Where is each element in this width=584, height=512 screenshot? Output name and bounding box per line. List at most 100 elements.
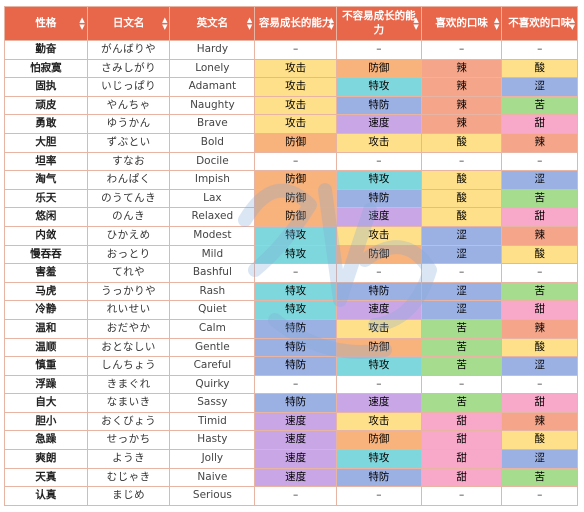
liked-flavor-cell: 酸 [420,188,503,209]
japanese-name-cell: せっかち [86,430,171,451]
increased-stat-cell: 防御 [254,132,337,153]
sort-arrows-icon[interactable]: ▲ ▼ [162,15,168,31]
increased-stat-cell: 特防 [254,318,337,339]
english-name-cell: Naughty [169,95,256,116]
column-header-liked-flavor[interactable]: 喜欢的口味 ▲ ▼ [420,6,503,41]
sort-arrows-icon[interactable]: ▲ ▼ [246,15,253,31]
decreased-stat-cell: 速度 [335,393,422,413]
japanese-name-cell: ようき [86,449,171,469]
decreased-stat-cell: 特攻 [335,77,422,97]
table-row: 温和 おだやか Calm 特防 攻击 苦 辣 [4,318,578,339]
disliked-flavor-cell: 甜 [501,393,578,413]
column-header-japanese-name[interactable]: 日文名 ▲ ▼ [86,6,171,41]
nature-cell: 自大 [4,393,88,413]
increased-stat-cell: 攻击 [254,77,337,97]
sort-arrows-icon[interactable]: ▲ ▼ [569,15,575,31]
japanese-name-cell: やんちゃ [86,95,171,116]
decreased-stat-cell: – [335,151,422,172]
nature-cell: 认真 [4,486,88,506]
increased-stat-cell: 特防 [254,393,337,413]
sort-arrows-icon[interactable]: ▲ ▼ [79,15,85,31]
nature-cell: 顽皮 [4,95,88,116]
table-row: 慎重 しんちょう Careful 特防 特攻 苦 涩 [4,356,578,376]
nature-cell: 怕寂寞 [4,58,88,79]
english-name-cell: Bold [169,132,256,153]
english-name-cell: Bashful [169,263,256,283]
column-header-increased-stat[interactable]: 容易成长的能力 ▲ ▼ [254,6,337,41]
nature-cell: 胆小 [4,411,88,432]
table-row: 悠闲 のんき Relaxed 防御 速度 酸 甜 [4,207,578,227]
nature-cell: 慎重 [4,356,88,376]
liked-flavor-cell: – [420,486,503,506]
nature-table-container: 性格 ▲ ▼ 日文名 ▲ ▼ 英文名 ▲ ▼ 容易成长的能力 ▲ ▼ 不容易成长的能力 ▲ ▼ 喜欢… [4,6,578,506]
column-header-label: 不容易成长的能力 [342,10,416,36]
increased-stat-cell: 攻击 [254,95,337,116]
disliked-flavor-cell: 辣 [501,132,578,153]
column-header-label: 不喜欢的口味 [508,16,572,29]
liked-flavor-cell: 苦 [420,393,503,413]
liked-flavor-cell: 涩 [420,281,503,302]
sort-arrows-icon[interactable]: ▲ ▼ [413,15,419,31]
nature-cell: 乐天 [4,188,88,209]
increased-stat-cell: 速度 [254,411,337,432]
japanese-name-cell: てれや [86,263,171,283]
increased-stat-cell: – [254,263,337,283]
nature-cell: 温顺 [4,337,88,358]
increased-stat-cell: – [254,151,337,172]
nature-cell: 慢吞吞 [4,244,88,265]
japanese-name-cell: おっとり [86,244,171,265]
liked-flavor-cell: 涩 [420,300,503,320]
decreased-stat-cell: 特防 [335,188,422,209]
japanese-name-cell: なまいき [86,393,171,413]
decreased-stat-cell: 特防 [335,281,422,302]
column-header-decreased-stat[interactable]: 不容易成长的能力 ▲ ▼ [335,6,422,41]
liked-flavor-cell: 酸 [420,132,503,153]
liked-flavor-cell: 甜 [420,411,503,432]
japanese-name-cell: のうてんき [86,188,171,209]
nature-cell: 天真 [4,467,88,488]
english-name-cell: Docile [169,151,256,172]
decreased-stat-cell: 速度 [335,114,422,134]
disliked-flavor-cell: 酸 [501,430,578,451]
decreased-stat-cell: 特攻 [335,356,422,376]
english-name-cell: Adamant [169,77,256,97]
column-header-english-name[interactable]: 英文名 ▲ ▼ [169,6,256,41]
column-header-label: 性格 [35,16,57,29]
disliked-flavor-cell: 苦 [501,467,578,488]
column-header-disliked-flavor[interactable]: 不喜欢的口味 ▲ ▼ [501,6,578,41]
nature-cell: 固执 [4,77,88,97]
disliked-flavor-cell: – [501,374,578,395]
disliked-flavor-cell: 苦 [501,281,578,302]
disliked-flavor-cell: 酸 [501,337,578,358]
column-header-label: 喜欢的口味 [435,16,488,29]
decreased-stat-cell: 防御 [335,430,422,451]
table-row: 马虎 うっかりや Rash 特攻 特防 涩 苦 [4,281,578,302]
liked-flavor-cell: – [420,374,503,395]
increased-stat-cell: 防御 [254,170,337,190]
disliked-flavor-cell: 酸 [501,244,578,265]
column-header-label: 英文名 [196,16,229,29]
liked-flavor-cell: 苦 [420,356,503,376]
sort-arrows-icon[interactable]: ▲ ▼ [494,15,500,31]
english-name-cell: Timid [169,411,256,432]
liked-flavor-cell: 甜 [420,467,503,488]
english-name-cell: Relaxed [169,207,256,227]
japanese-name-cell: さみしがり [86,58,171,79]
column-header-nature[interactable]: 性格 ▲ ▼ [4,6,88,41]
decreased-stat-cell: 特防 [335,467,422,488]
sort-arrows-icon[interactable]: ▲ ▼ [328,15,334,31]
english-name-cell: Jolly [169,449,256,469]
liked-flavor-cell: 甜 [420,449,503,469]
decreased-stat-cell: – [335,263,422,283]
table-row: 认真 まじめ Serious – – – – [4,486,578,506]
english-name-cell: Rash [169,281,256,302]
liked-flavor-cell: 辣 [420,114,503,134]
table-row: 温顺 おとなしい Gentle 特防 防御 苦 酸 [4,337,578,358]
nature-cell: 害羞 [4,263,88,283]
disliked-flavor-cell: 涩 [501,356,578,376]
decreased-stat-cell: 防御 [335,58,422,79]
liked-flavor-cell: – [420,40,503,60]
table-row: 胆小 おくびょう Timid 速度 攻击 甜 辣 [4,411,578,432]
table-row: 天真 むじゃき Naive 速度 特防 甜 苦 [4,467,578,488]
decreased-stat-cell: – [335,40,422,60]
